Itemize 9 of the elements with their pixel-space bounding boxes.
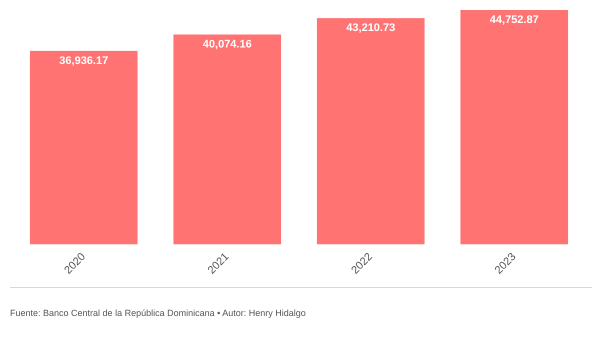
bar xyxy=(316,18,425,244)
bar xyxy=(30,50,138,244)
data-label: 36,936.17 xyxy=(59,54,108,67)
data-label: 43,210.73 xyxy=(346,22,396,34)
data-label: 40,074.16 xyxy=(202,38,252,51)
bar xyxy=(460,10,568,244)
data-label: 44,752.87 xyxy=(490,14,539,26)
bar xyxy=(173,34,282,244)
source-note: Fuente: Banco Central de la República Dominicana • Autor: Henry Hidalgo xyxy=(10,308,306,318)
